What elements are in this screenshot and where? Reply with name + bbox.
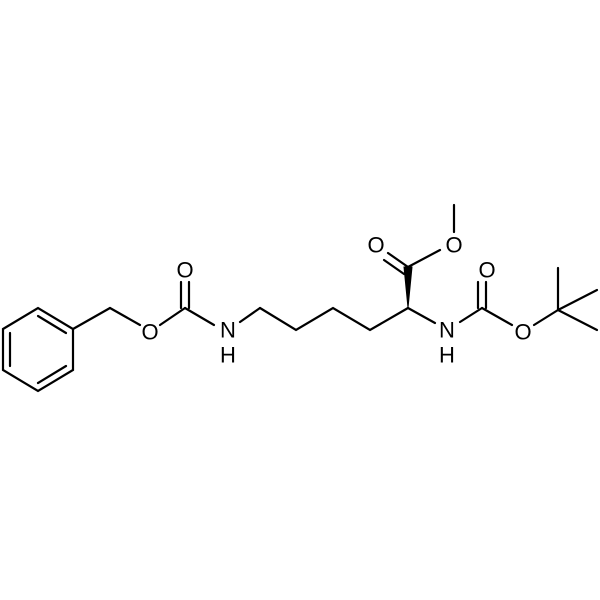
atom-label: O [141,320,158,345]
bond [238,306,262,324]
bond [71,306,112,331]
wedge-bond [403,266,413,309]
bond [382,258,406,276]
bond [36,364,68,385]
atom-label: O [514,320,531,345]
bond [458,306,484,324]
atom-label: N [220,318,236,343]
chain [258,306,410,332]
atom-label: O [176,258,193,283]
bond [36,314,68,335]
atom-label: H [220,343,236,368]
bond [108,306,142,327]
atom-labels: O O N H O O N H O O [141,233,531,368]
bond [406,248,442,269]
atom-label: O [445,233,462,258]
atom-label: N [439,318,455,343]
bond [386,251,410,269]
atom-label: O [478,258,495,283]
atom-label: H [439,343,455,368]
bond [183,306,216,327]
ring [1,306,75,393]
bond [532,308,560,327]
bond [556,308,599,332]
bond [480,306,514,327]
bonds [1,203,599,393]
bond [406,306,437,325]
bond [556,288,599,312]
bond [158,306,187,327]
atom-label: O [367,233,384,258]
